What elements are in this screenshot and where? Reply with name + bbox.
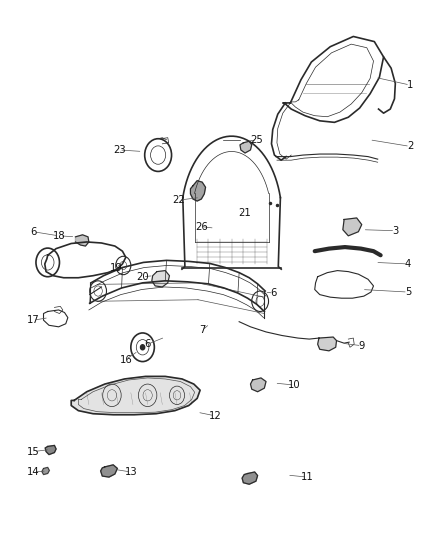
Text: 18: 18 (53, 231, 66, 241)
Text: 6: 6 (30, 227, 37, 237)
Text: 19: 19 (110, 263, 123, 272)
Text: 12: 12 (208, 411, 221, 421)
Polygon shape (318, 337, 336, 351)
Text: 17: 17 (27, 315, 40, 325)
Text: 23: 23 (113, 145, 125, 155)
Text: 26: 26 (195, 222, 208, 232)
Text: 9: 9 (359, 341, 365, 351)
Text: 14: 14 (27, 467, 40, 477)
Text: 1: 1 (407, 80, 413, 90)
Polygon shape (45, 446, 56, 455)
Text: 13: 13 (124, 467, 137, 477)
Text: 25: 25 (251, 135, 263, 145)
Text: 2: 2 (407, 141, 413, 151)
Text: 10: 10 (288, 380, 301, 390)
Text: 22: 22 (173, 195, 185, 205)
Text: 16: 16 (120, 354, 132, 365)
Polygon shape (75, 235, 89, 246)
Text: 11: 11 (301, 472, 314, 482)
Polygon shape (42, 467, 49, 474)
Polygon shape (71, 376, 200, 415)
Text: 7: 7 (199, 325, 205, 335)
Polygon shape (152, 271, 170, 287)
Text: 4: 4 (405, 259, 411, 269)
Polygon shape (191, 181, 205, 201)
Polygon shape (240, 141, 252, 153)
Polygon shape (251, 378, 266, 392)
Text: 6: 6 (270, 288, 277, 298)
Text: 5: 5 (405, 287, 411, 297)
Polygon shape (242, 472, 258, 484)
Text: 15: 15 (27, 447, 40, 457)
Circle shape (141, 345, 145, 350)
Text: 21: 21 (238, 208, 251, 218)
Text: 6: 6 (145, 339, 151, 349)
Polygon shape (101, 465, 117, 477)
Text: 3: 3 (392, 225, 399, 236)
Polygon shape (343, 218, 362, 236)
Text: 20: 20 (136, 272, 149, 282)
